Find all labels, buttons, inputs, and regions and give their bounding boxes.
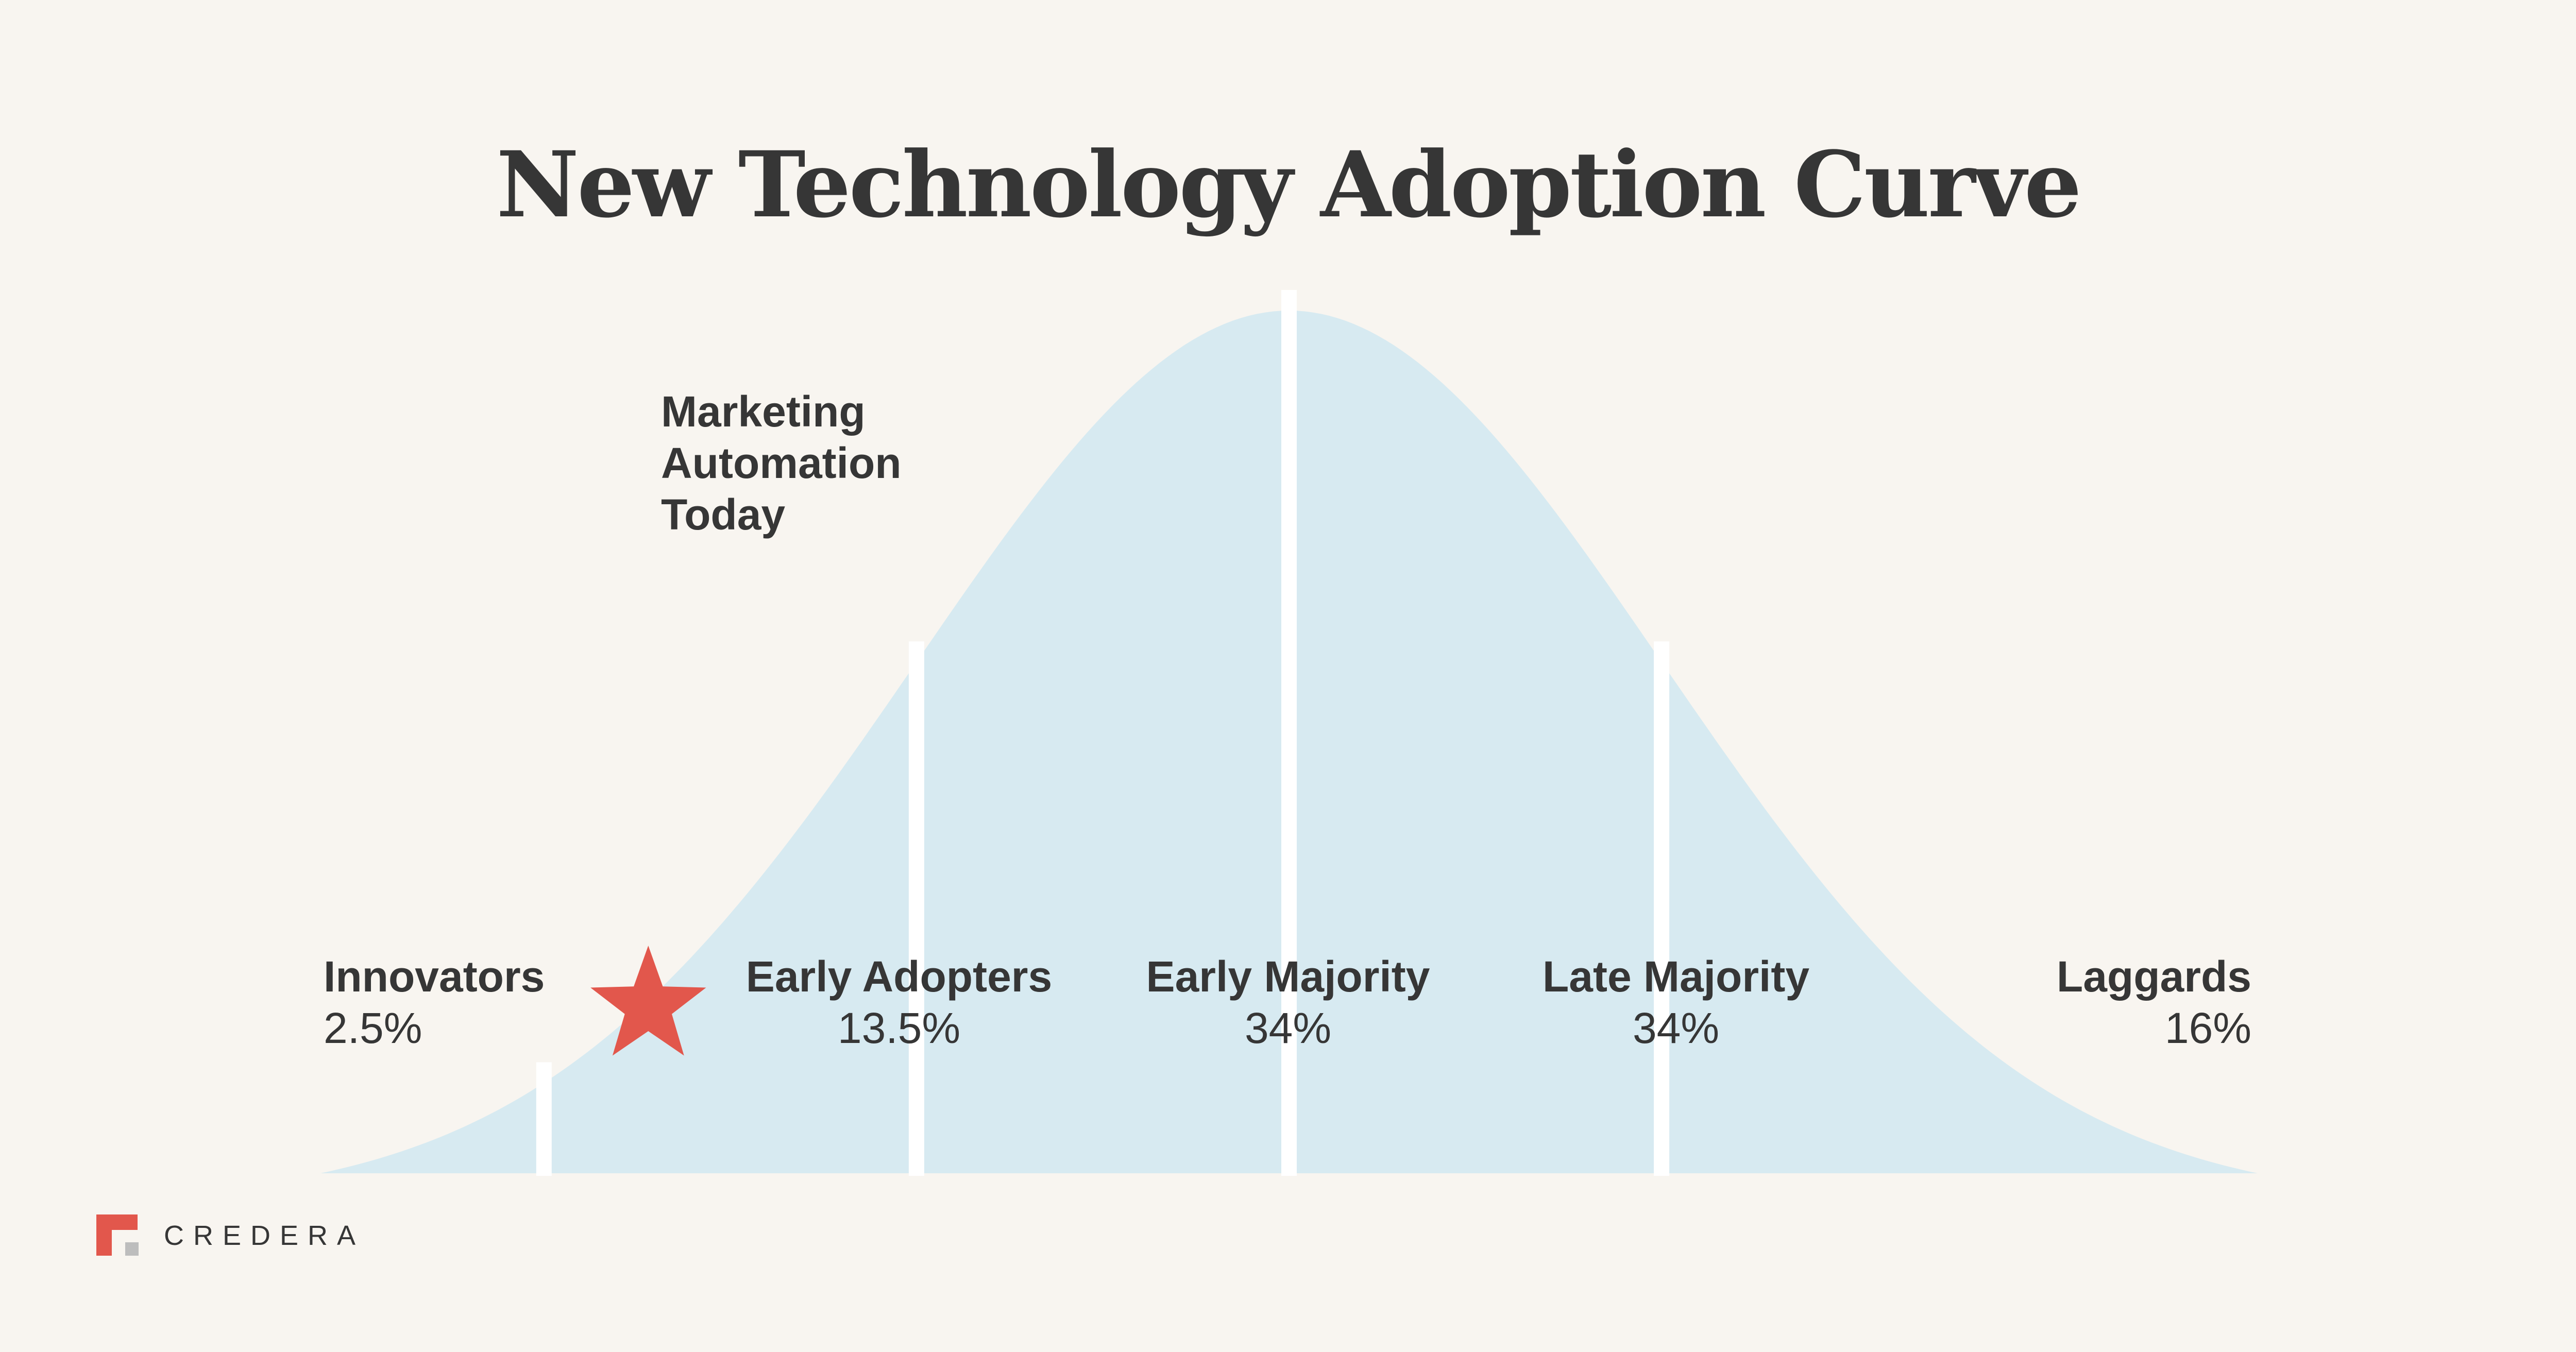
chart-title: New Technology Adoption Curve bbox=[496, 131, 2080, 238]
segment-value-laggards: 16% bbox=[2165, 1004, 2251, 1052]
brand-name: CREDERA bbox=[164, 1220, 365, 1251]
segment-divider bbox=[1281, 290, 1297, 1176]
segment-dividers bbox=[536, 290, 1670, 1176]
segment-divider bbox=[1654, 641, 1670, 1176]
credera-logo-icon bbox=[96, 1214, 139, 1256]
segment-label-laggards: Laggards bbox=[2057, 952, 2251, 1001]
annotation-line-1: Marketing bbox=[661, 387, 866, 436]
segment-divider bbox=[908, 641, 924, 1176]
segment-value-innovators: 2.5% bbox=[324, 1004, 422, 1052]
segment-value-early-adopters: 13.5% bbox=[838, 1004, 960, 1052]
segment-value-early-majority: 34% bbox=[1245, 1004, 1331, 1052]
segment-value-late-majority: 34% bbox=[1633, 1004, 1719, 1052]
segment-divider bbox=[536, 1062, 552, 1176]
star-icon bbox=[590, 946, 706, 1056]
segment-label-late-majority: Late Majority bbox=[1543, 952, 1809, 1001]
annotation-line-3: Today bbox=[661, 490, 785, 539]
segment-label-early-adopters: Early Adopters bbox=[746, 952, 1052, 1001]
segment-label-innovators: Innovators bbox=[324, 952, 545, 1001]
annotation-line-2: Automation bbox=[661, 439, 902, 487]
annotation-label: Marketing Automation Today bbox=[661, 387, 913, 539]
segment-label-early-majority: Early Majority bbox=[1146, 952, 1430, 1001]
